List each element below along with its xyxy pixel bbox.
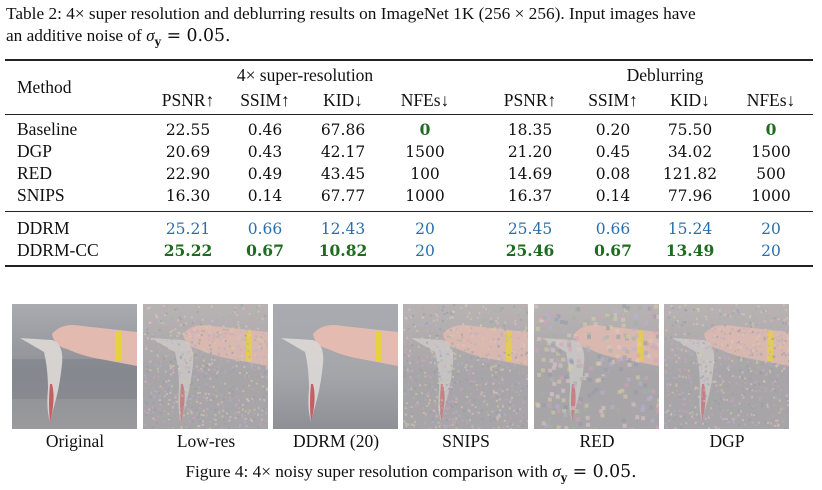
method-name: SNIPS xyxy=(17,185,65,205)
table-cell: 25.45 xyxy=(507,220,553,238)
column-header: KID↓ xyxy=(323,90,363,110)
figure-image-original xyxy=(12,304,137,429)
figure-image-low-res xyxy=(143,304,268,429)
table-cell: 42.17 xyxy=(320,143,366,161)
table-bottom-rule xyxy=(5,265,813,267)
figure-image-label: DDRM (20) xyxy=(292,431,380,451)
table-cell: 121.82 xyxy=(662,165,718,183)
method-name: DDRM-CC xyxy=(17,240,99,260)
table-cell: 0.45 xyxy=(595,143,631,161)
column-header: NFEs↓ xyxy=(400,90,450,110)
method-name: RED xyxy=(17,163,52,183)
table-cell: 34.02 xyxy=(667,143,713,161)
table-caption: Table 2: 4× super resolution and deblurr… xyxy=(6,3,818,53)
column-header: SSIM↑ xyxy=(588,90,638,110)
table-cell: 67.86 xyxy=(320,121,366,139)
table-cell: 18.35 xyxy=(507,121,553,139)
table-cell: 43.45 xyxy=(320,165,366,183)
table-cell: 14.69 xyxy=(507,165,553,183)
table-cell: 77.96 xyxy=(667,187,713,205)
table-cell: 25.22 xyxy=(163,241,213,260)
table-cell: 0.14 xyxy=(247,187,283,205)
column-header: SSIM↑ xyxy=(240,90,290,110)
table-cell: 0.14 xyxy=(595,187,631,205)
method-name: Baseline xyxy=(17,119,78,139)
group-header-deblurring: Deblurring xyxy=(626,65,704,85)
method-header: Method xyxy=(17,77,72,97)
table-cell: 20 xyxy=(761,220,781,238)
table-header-rule xyxy=(5,114,813,115)
table-cell: 20 xyxy=(415,242,435,260)
table-cell: 25.21 xyxy=(165,220,211,238)
table-cell: 0 xyxy=(765,120,777,139)
table-cell: 20.69 xyxy=(165,143,211,161)
table-cell: 75.50 xyxy=(667,121,713,139)
table-cell: 67.77 xyxy=(320,187,366,205)
figure-image-label: RED xyxy=(579,431,615,451)
group-header-super-resolution: 4× super-resolution xyxy=(236,65,374,85)
column-header: PSNR↑ xyxy=(503,90,557,110)
table-top-rule xyxy=(5,59,813,61)
table-cell: 0.67 xyxy=(246,241,284,260)
figure-image-dgp xyxy=(664,304,789,429)
table-divider-rule xyxy=(5,211,813,212)
table-cell: 20 xyxy=(415,220,435,238)
table-cell: 0.49 xyxy=(247,165,283,183)
table-cell: 1000 xyxy=(405,187,445,205)
column-header: NFEs↓ xyxy=(746,90,796,110)
figure-image-red xyxy=(534,304,659,429)
column-header: KID↓ xyxy=(670,90,710,110)
table-cell: 25.46 xyxy=(505,241,555,260)
table-cell: 0.46 xyxy=(247,121,283,139)
table-cell: 13.49 xyxy=(665,241,715,260)
table-cell: 500 xyxy=(756,165,786,183)
method-name: DGP xyxy=(17,141,53,161)
table-cell: 0.67 xyxy=(594,241,632,260)
figure-image-label: Original xyxy=(45,431,105,451)
table-cell: 1000 xyxy=(751,187,791,205)
table-cell: 15.24 xyxy=(667,220,713,238)
table-cell: 20 xyxy=(761,242,781,260)
table-cell: 21.20 xyxy=(507,143,553,161)
figure-image-label: SNIPS xyxy=(442,431,490,451)
table-cell: 0.66 xyxy=(595,220,631,238)
method-name: DDRM xyxy=(17,218,70,238)
table-cell: 100 xyxy=(410,165,440,183)
sigma-symbol: σ xyxy=(146,26,155,45)
table-cell: 0.66 xyxy=(247,220,283,238)
table-cell: 22.90 xyxy=(165,165,211,183)
figure-image-ddrm-20 xyxy=(273,304,398,429)
table-cell: 0.43 xyxy=(247,143,283,161)
table-cell: 0.08 xyxy=(595,165,631,183)
figure-image-label: DGP xyxy=(709,431,745,451)
table-cell: 1500 xyxy=(405,143,445,161)
table-cell: 0 xyxy=(419,120,431,139)
table-cell: 1500 xyxy=(751,143,791,161)
table-caption-line2: an additive noise of σy = 0.05. xyxy=(6,26,231,49)
table-cell: 12.43 xyxy=(320,220,366,238)
table-cell: 16.30 xyxy=(165,187,211,205)
figure-image-snips xyxy=(403,304,528,429)
figure-caption: Figure 4: 4× noisy super resolution comp… xyxy=(185,462,637,485)
table-cell: 0.20 xyxy=(595,121,631,139)
table-caption-line1: Table 2: 4× super resolution and deblurr… xyxy=(6,4,696,23)
table-cell: 10.82 xyxy=(318,241,368,260)
table-cell: 22.55 xyxy=(165,121,211,139)
figure-image-label: Low-res xyxy=(176,431,236,451)
column-header: PSNR↑ xyxy=(161,90,215,110)
table-cell: 16.37 xyxy=(507,187,553,205)
